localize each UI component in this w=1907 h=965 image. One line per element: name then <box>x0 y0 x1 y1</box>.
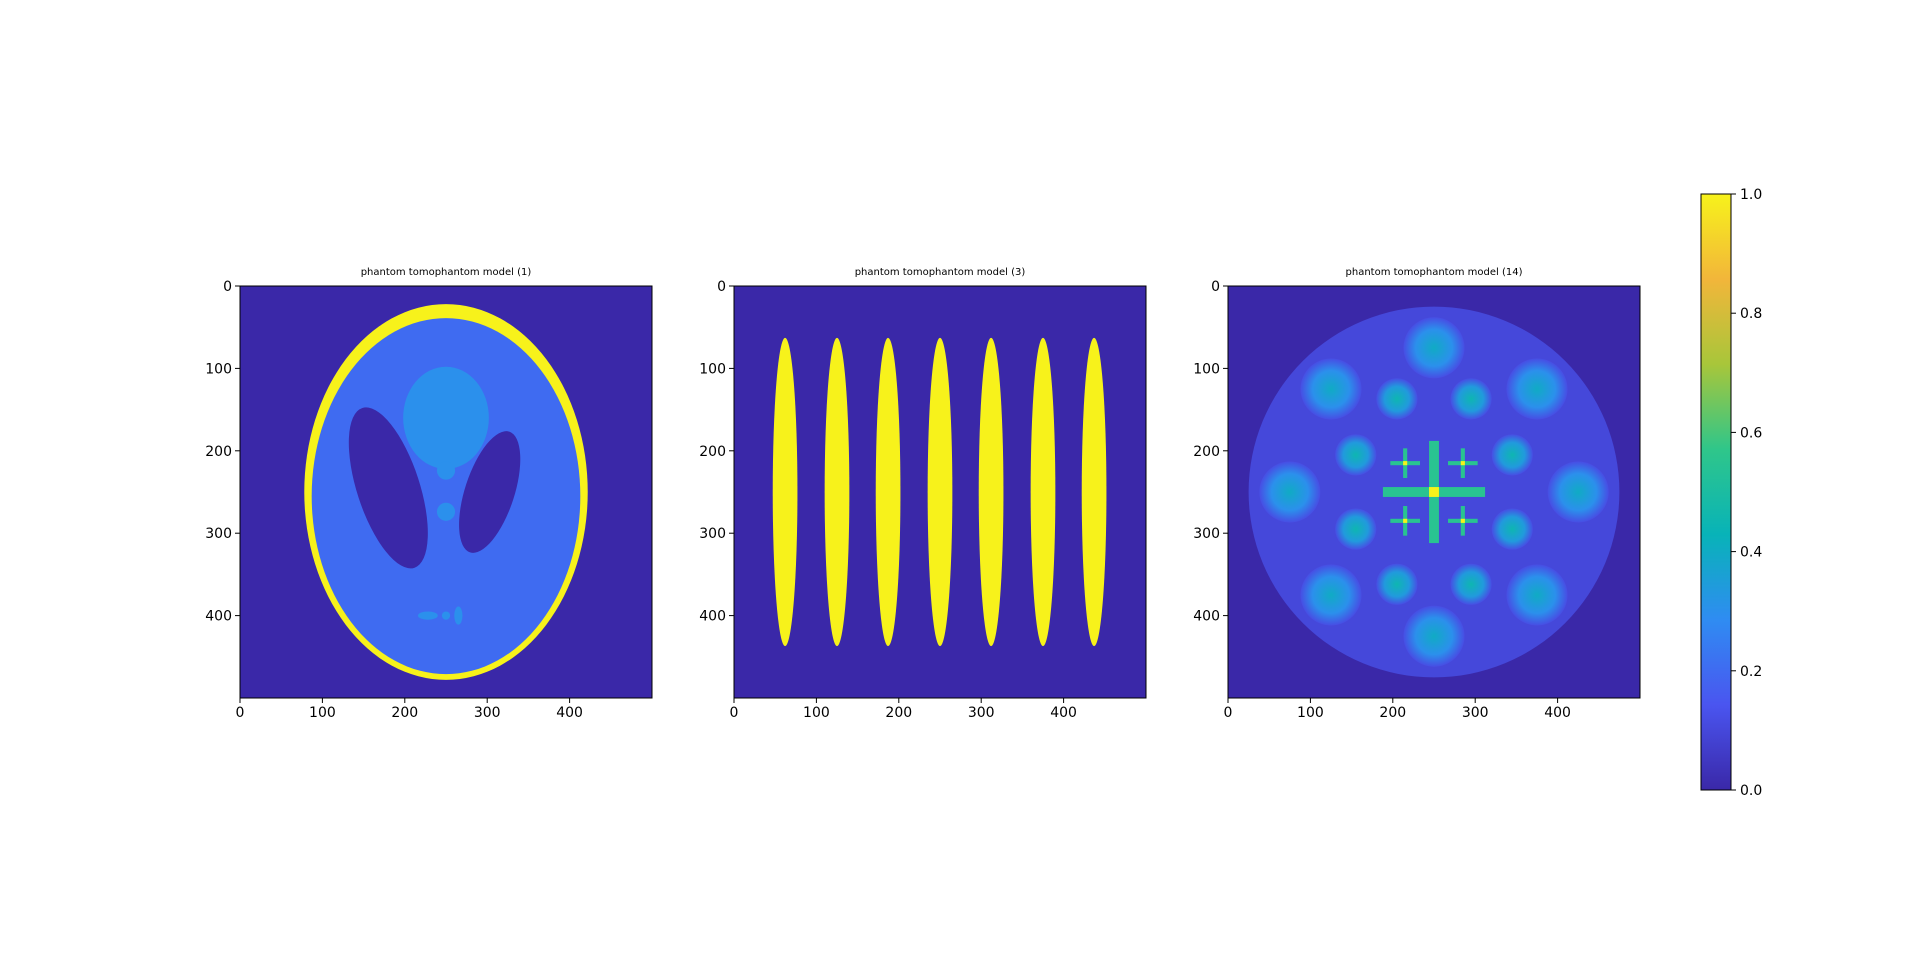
panel-title: phantom tomophantom model (14) <box>1346 267 1523 278</box>
colorbar: 0.0 0.2 0.4 0.6 0.8 1.0 <box>1700 187 1762 799</box>
y-tick-label: 100 <box>205 361 232 377</box>
colorbar-tick-label: 1.0 <box>1740 187 1762 203</box>
y-tick-label: 100 <box>699 361 726 377</box>
phantom-ellipse <box>436 502 456 521</box>
y-tick-label: 200 <box>1193 444 1220 460</box>
phantom-panel-14: phantom tomophantom model (14) 0 100 200 30… <box>1193 267 1641 721</box>
y-axis: 0 100 200 300 400 <box>1193 279 1228 625</box>
y-tick-label: 400 <box>699 609 726 625</box>
phantom-ellipse <box>348 407 428 569</box>
phantom-blob <box>1335 434 1377 476</box>
x-tick-label: 100 <box>803 705 830 721</box>
colorbar-tick-label: 0.2 <box>1740 664 1762 680</box>
x-axis: 0 100 200 300 400 <box>1224 698 1571 721</box>
x-tick-label: 400 <box>556 705 583 721</box>
axes-frame <box>1227 285 1641 699</box>
x-tick-label: 300 <box>968 705 995 721</box>
phantom-ellipse <box>417 611 438 620</box>
heatmap-plot-area <box>734 286 1146 698</box>
phantom-blob <box>1403 317 1465 379</box>
x-tick-label: 200 <box>885 705 912 721</box>
colorbar-ticks: 0.0 0.2 0.4 0.6 0.8 1.0 <box>1731 187 1762 799</box>
phantom-ellipse <box>441 611 451 620</box>
y-tick-label: 0 <box>223 279 232 295</box>
x-tick-label: 200 <box>391 705 418 721</box>
phantom-blob <box>1300 564 1362 626</box>
phantom-ellipse <box>311 318 581 675</box>
y-tick-label: 200 <box>205 444 232 460</box>
x-tick-label: 400 <box>1544 705 1571 721</box>
x-tick-label: 200 <box>1379 705 1406 721</box>
phantom-ellipse <box>1030 337 1056 647</box>
phantom-ellipse <box>978 337 1004 647</box>
colorbar-tick-label: 0.0 <box>1740 783 1762 799</box>
panel-title: phantom tomophantom model (1) <box>361 267 532 278</box>
phantom-cross-center <box>1403 518 1408 523</box>
phantom-ellipse <box>927 337 953 647</box>
phantom-blob <box>1491 434 1533 476</box>
y-tick-label: 0 <box>717 279 726 295</box>
y-tick-label: 400 <box>205 609 232 625</box>
y-tick-label: 100 <box>1193 361 1220 377</box>
heatmap-plot-area <box>1228 286 1640 698</box>
phantom-blob <box>1403 605 1465 667</box>
phantom-blob <box>1376 378 1418 420</box>
phantom-ellipse <box>459 431 521 553</box>
phantom-blob <box>1506 358 1568 420</box>
phantom-panel-1: phantom tomophantom model (1) 0 100 200 300… <box>205 267 653 721</box>
phantom-blob <box>1300 358 1362 420</box>
phantom-ellipse <box>1081 337 1107 647</box>
phantom-ellipse <box>454 606 463 625</box>
colorbar-gradient <box>1700 193 1732 791</box>
heatmap-plot-area <box>240 286 652 698</box>
y-tick-label: 400 <box>1193 609 1220 625</box>
y-tick-label: 300 <box>699 526 726 542</box>
x-axis: 0 100 200 300 400 <box>236 698 583 721</box>
phantom-blob <box>1547 461 1609 523</box>
x-axis: 0 100 200 300 400 <box>730 698 1077 721</box>
axes-frame <box>733 285 1147 699</box>
phantom-ellipse <box>403 366 489 469</box>
x-tick-label: 300 <box>474 705 501 721</box>
phantom-blob <box>1259 461 1321 523</box>
phantom-cross-center <box>1460 518 1465 523</box>
phantom-blob <box>1450 563 1492 605</box>
y-tick-label: 0 <box>1211 279 1220 295</box>
x-tick-label: 0 <box>730 705 739 721</box>
colorbar-tick-label: 0.6 <box>1740 425 1762 441</box>
y-tick-label: 200 <box>699 444 726 460</box>
y-tick-label: 300 <box>1193 526 1220 542</box>
x-tick-label: 400 <box>1050 705 1077 721</box>
x-tick-label: 0 <box>1224 705 1233 721</box>
y-axis: 0 100 200 300 400 <box>699 279 734 625</box>
phantom-ellipse <box>436 461 456 480</box>
phantom-blob <box>1506 564 1568 626</box>
phantom-blob <box>1491 508 1533 550</box>
x-tick-label: 100 <box>1297 705 1324 721</box>
phantom-ellipse <box>772 337 798 647</box>
x-tick-label: 0 <box>236 705 245 721</box>
x-tick-label: 100 <box>309 705 336 721</box>
panel-title: phantom tomophantom model (3) <box>855 267 1026 278</box>
colorbar-tick-label: 0.4 <box>1740 545 1762 561</box>
phantom-blob <box>1335 508 1377 550</box>
y-tick-label: 300 <box>205 526 232 542</box>
phantom-panel-3: phantom tomophantom model (3) 0 100 200 300… <box>699 267 1147 721</box>
phantom-cross-center <box>1403 461 1408 466</box>
phantom-blob <box>1450 378 1492 420</box>
colorbar-tick-label: 0.8 <box>1740 306 1762 322</box>
y-axis: 0 100 200 300 400 <box>205 279 240 625</box>
phantom-ellipse <box>824 337 850 647</box>
phantom-blob <box>1376 563 1418 605</box>
axes-frame <box>239 285 653 699</box>
phantom-cross-center <box>1429 487 1439 497</box>
phantom-ellipse <box>875 337 901 647</box>
x-tick-label: 300 <box>1462 705 1489 721</box>
phantom-cross-center <box>1460 461 1465 466</box>
